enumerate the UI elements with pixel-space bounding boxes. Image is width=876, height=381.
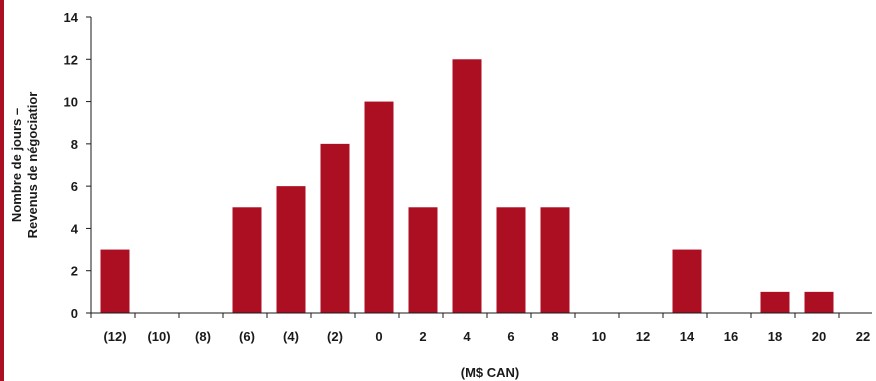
bar-14: [672, 249, 702, 313]
x-tick-label: (8): [195, 329, 211, 344]
y-tick-label: 2: [71, 264, 78, 279]
bar-(12): [100, 249, 130, 313]
x-tick-label: 18: [768, 329, 782, 344]
y-tick-label: 14: [64, 10, 79, 25]
y-axis-title-line-1: Nombre de jours –: [9, 108, 24, 222]
bars-layer: [100, 59, 834, 314]
x-tick-label: 0: [375, 329, 382, 344]
x-tick-label: (4): [283, 329, 299, 344]
y-tick-label: 8: [71, 137, 78, 152]
x-tick-label: (6): [239, 329, 255, 344]
bar-8: [540, 207, 570, 313]
x-tick-label: 12: [636, 329, 650, 344]
y-tick-label: 4: [71, 221, 79, 236]
x-tick-label: 16: [724, 329, 738, 344]
bar-(2): [320, 143, 350, 313]
bar-(6): [232, 207, 262, 313]
y-ticks: 0 2 4 6 8 10 12 14: [64, 10, 91, 321]
x-axis-title: (M$ CAN): [461, 365, 520, 380]
y-tick-label: 0: [71, 306, 78, 321]
y-tick-label: 6: [71, 179, 78, 194]
y-axis-title-line-2: Revenus de négociatior: [25, 92, 40, 239]
x-tick-label: (2): [327, 329, 343, 344]
x-tick-label: 6: [507, 329, 514, 344]
x-tick-label: 2: [419, 329, 426, 344]
y-tick-label: 12: [64, 52, 78, 67]
x-tick-label: 14: [680, 329, 695, 344]
x-tick-label: 8: [551, 329, 558, 344]
bar-20: [804, 291, 834, 313]
x-tick-label: 10: [592, 329, 606, 344]
bar-18: [760, 291, 790, 313]
bar-(4): [276, 186, 306, 313]
x-tick-label: 20: [812, 329, 826, 344]
bar-4: [452, 59, 482, 314]
x-ticks: (12) (10) (8) (6) (4) (2) 0 2 4 6 8 10 12 14 16 18 20 22: [90, 313, 870, 344]
x-tick-label: 22: [856, 329, 870, 344]
x-tick-label: (10): [147, 329, 170, 344]
y-tick-label: 10: [64, 95, 78, 110]
x-tick-label: (12): [103, 329, 126, 344]
bar-6: [496, 207, 526, 313]
x-tick-label: 4: [463, 329, 471, 344]
bar-0: [364, 101, 394, 313]
accent-stripe: [0, 0, 4, 381]
bar-2: [408, 207, 438, 313]
